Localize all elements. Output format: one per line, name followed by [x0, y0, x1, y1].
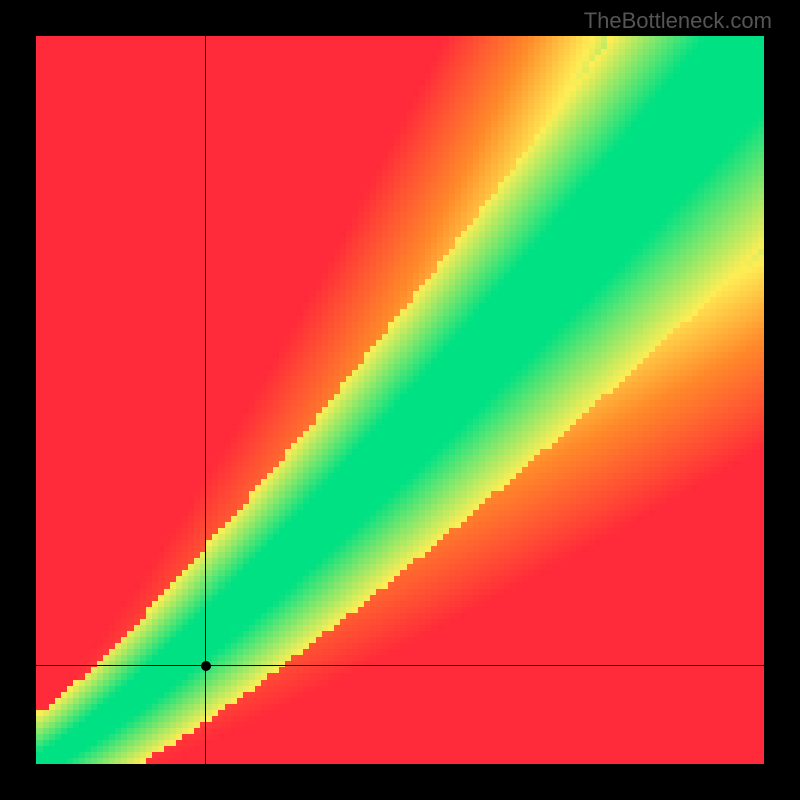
watermark-text: TheBottleneck.com — [584, 8, 772, 34]
chart-container: TheBottleneck.com — [0, 0, 800, 800]
bottleneck-heatmap — [36, 36, 764, 764]
